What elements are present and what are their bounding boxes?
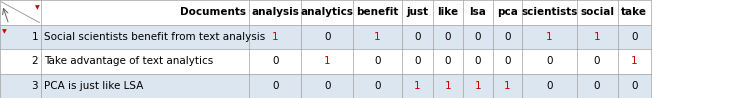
Text: 2: 2 xyxy=(31,56,38,66)
Text: ▼: ▼ xyxy=(2,29,7,34)
Text: 0: 0 xyxy=(324,32,330,42)
Text: 0: 0 xyxy=(631,81,638,91)
Text: 1: 1 xyxy=(445,81,451,91)
Text: 1: 1 xyxy=(31,32,38,42)
Text: 0: 0 xyxy=(594,81,600,91)
Text: just: just xyxy=(406,7,429,17)
Text: scientists: scientists xyxy=(522,7,577,17)
Text: 0: 0 xyxy=(374,81,381,91)
Text: 0: 0 xyxy=(504,32,510,42)
Text: pca: pca xyxy=(497,7,518,17)
Text: benefit: benefit xyxy=(356,7,399,17)
Text: Documents: Documents xyxy=(180,7,246,17)
Bar xyxy=(0,0,651,24)
Text: 0: 0 xyxy=(475,56,481,66)
Text: 0: 0 xyxy=(272,56,278,66)
Text: ▼: ▼ xyxy=(35,5,39,10)
Bar xyxy=(0,74,651,98)
Text: take: take xyxy=(621,7,647,17)
Text: 1: 1 xyxy=(594,32,600,42)
Text: 0: 0 xyxy=(504,56,510,66)
Text: Take advantage of text analytics: Take advantage of text analytics xyxy=(44,56,213,66)
Text: 0: 0 xyxy=(445,32,451,42)
Text: 0: 0 xyxy=(414,32,420,42)
Text: social: social xyxy=(580,7,614,17)
Text: analysis: analysis xyxy=(251,7,299,17)
Text: 0: 0 xyxy=(546,56,553,66)
Text: 0: 0 xyxy=(546,81,553,91)
Text: PCA is just like LSA: PCA is just like LSA xyxy=(44,81,144,91)
Text: 1: 1 xyxy=(475,81,481,91)
Text: 0: 0 xyxy=(272,81,278,91)
Text: 0: 0 xyxy=(594,56,600,66)
Text: lsa: lsa xyxy=(469,7,486,17)
Text: 1: 1 xyxy=(504,81,510,91)
Text: 0: 0 xyxy=(414,56,420,66)
Text: 0: 0 xyxy=(324,81,330,91)
Text: 1: 1 xyxy=(272,32,278,42)
Bar xyxy=(0,49,651,74)
Text: 0: 0 xyxy=(374,56,381,66)
Text: 1: 1 xyxy=(546,32,553,42)
Text: 1: 1 xyxy=(414,81,420,91)
Text: 0: 0 xyxy=(631,32,638,42)
Text: 1: 1 xyxy=(374,32,381,42)
Text: like: like xyxy=(437,7,458,17)
Bar xyxy=(0,24,651,49)
Text: 1: 1 xyxy=(631,56,638,66)
Text: 1: 1 xyxy=(324,56,330,66)
Text: 0: 0 xyxy=(475,32,481,42)
Text: 0: 0 xyxy=(445,56,451,66)
Text: Social scientists benefit from text analysis: Social scientists benefit from text anal… xyxy=(44,32,265,42)
Text: 3: 3 xyxy=(31,81,38,91)
Text: analytics: analytics xyxy=(301,7,354,17)
